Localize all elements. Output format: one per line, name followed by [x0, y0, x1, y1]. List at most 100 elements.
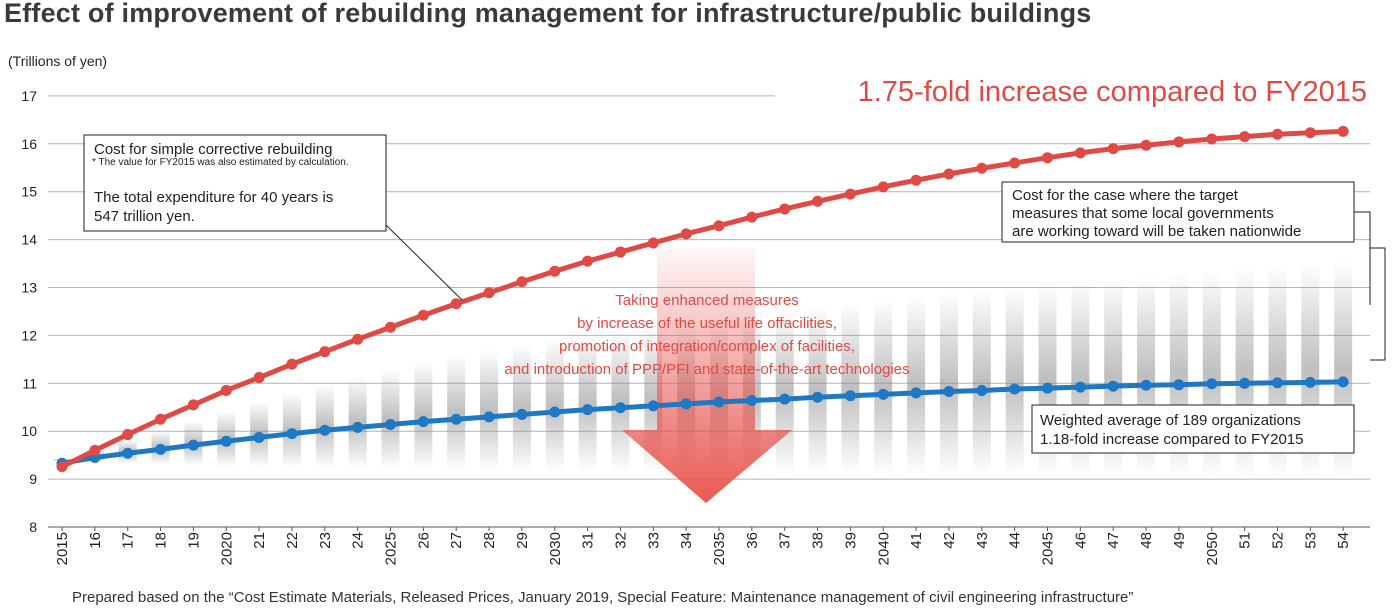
x-tick-label: 52	[1269, 532, 1286, 549]
series-lines	[56, 125, 1349, 473]
x-tick-label: 2035	[711, 532, 728, 565]
simple-point	[746, 211, 758, 223]
simple-point	[417, 309, 429, 321]
weighted-point	[779, 393, 791, 405]
simple-callout-total-2: 547 trillion yen.	[94, 208, 195, 225]
y-tick-label: 12	[21, 327, 37, 343]
simple-callout-box	[83, 134, 387, 232]
simple-callout-total-1: The total expenditure for 40 years is	[94, 189, 333, 206]
range-bar	[907, 296, 926, 475]
x-tick-label: 44	[1007, 532, 1024, 549]
x-tick-label: 27	[448, 532, 465, 549]
y-tick-label: 8	[29, 519, 37, 535]
simple-point	[89, 444, 101, 456]
simple-point	[220, 384, 232, 396]
x-tick-label: 47	[1105, 532, 1122, 549]
y-axis-label: (Trillions of yen)	[8, 53, 107, 69]
weighted-point	[943, 385, 955, 397]
range-bar	[841, 302, 860, 475]
x-tick-label: 32	[612, 532, 629, 549]
simple-point	[450, 298, 462, 310]
weighted-point	[286, 428, 298, 440]
weighted-point	[1239, 377, 1251, 389]
measures-line-4: and introduction of PPP/PFI and state-of…	[504, 361, 909, 378]
y-tick-label: 10	[21, 423, 37, 439]
weighted-point	[910, 387, 922, 399]
weighted-point	[680, 398, 692, 410]
simple-line	[60, 128, 1344, 469]
weighted-point	[1140, 379, 1152, 391]
simple-point	[614, 246, 626, 258]
simple-point	[516, 276, 528, 288]
simple-callout-leader	[384, 223, 463, 301]
weighted-point	[1074, 381, 1086, 393]
chart-title: Effect of improvement of rebuilding mana…	[4, 0, 1092, 28]
target-callout: Cost for the case where the target measu…	[1001, 181, 1386, 361]
simple-point	[352, 333, 364, 345]
weighted-point	[253, 431, 265, 443]
weighted-point	[417, 416, 429, 428]
measures-line-3: promotion of integration/complex of faci…	[559, 338, 855, 355]
x-tick-label: 41	[908, 532, 925, 549]
x-tick-label: 53	[1302, 532, 1319, 549]
simple-point	[122, 429, 134, 441]
simple-point	[187, 399, 199, 411]
x-tick-label: 18	[153, 532, 170, 549]
x-tick-label: 48	[1138, 532, 1155, 549]
x-tick-label: 16	[87, 532, 104, 549]
weighted-point	[713, 396, 725, 408]
simple-series	[56, 125, 1349, 473]
x-tick-label: 54	[1335, 532, 1352, 549]
range-bar	[808, 306, 827, 475]
target-callout-line-2: measures that some local governments	[1012, 205, 1274, 222]
x-tick-label: 21	[251, 532, 268, 549]
x-tick-label: 51	[1237, 532, 1254, 549]
simple-callout-note: * The value for FY2015 was also estimate…	[92, 157, 349, 168]
x-tick-label: 49	[1171, 532, 1188, 549]
weighted-point	[844, 390, 856, 402]
simple-point	[680, 228, 692, 240]
target-callout-line-1: Cost for the case where the target	[1012, 187, 1239, 204]
weighted-point	[1304, 376, 1316, 388]
y-tick-label: 13	[21, 280, 37, 296]
weighted-point	[582, 404, 594, 416]
weighted-point	[483, 411, 495, 423]
weighted-point	[516, 408, 528, 420]
simple-point	[647, 237, 659, 249]
simple-point	[549, 265, 561, 277]
range-bar	[414, 361, 433, 470]
range-bar	[381, 368, 400, 470]
simple-callout: Cost for simple corrective rebuilding * …	[83, 134, 387, 232]
weighted-point	[319, 424, 331, 436]
x-tick-label: 42	[941, 532, 958, 549]
x-tick-label: 2050	[1204, 532, 1221, 565]
simple-point	[1239, 131, 1251, 143]
simple-point	[253, 372, 265, 384]
y-tick-label: 14	[21, 232, 37, 248]
y-tick-label: 17	[21, 88, 37, 104]
simple-point	[56, 461, 68, 473]
simple-point	[713, 220, 725, 232]
target-callout-bracket-connector	[1354, 211, 1371, 305]
simple-point	[155, 413, 167, 425]
weighted-point	[1206, 378, 1218, 390]
x-tick-labels: 2015 16 17 18 19 2020 21 22 23 24 2025 26 27 28 29 2030…	[54, 527, 1352, 565]
simple-callout-title: Cost for simple corrective rebuilding	[94, 141, 332, 158]
weighted-point	[1337, 376, 1349, 388]
weighted-point	[1271, 377, 1283, 389]
x-tick-label: 33	[645, 532, 662, 549]
simple-point	[582, 255, 594, 267]
x-tick-label: 31	[580, 532, 597, 549]
weighted-callout-line-2: 1.18-fold increase compared to FY2015	[1040, 431, 1304, 448]
simple-point	[1107, 143, 1119, 155]
simple-point	[877, 181, 889, 193]
y-tick-label: 9	[29, 471, 37, 487]
weighted-point	[1107, 380, 1119, 392]
weighted-callout-line-1: Weighted average of 189 organizations	[1040, 412, 1301, 429]
measures-text: Taking enhanced measures by increase of …	[504, 292, 909, 378]
x-tick-label: 39	[842, 532, 859, 549]
weighted-point	[746, 395, 758, 407]
range-bar	[480, 349, 499, 471]
simple-point	[943, 168, 955, 180]
weighted-point	[385, 418, 396, 430]
